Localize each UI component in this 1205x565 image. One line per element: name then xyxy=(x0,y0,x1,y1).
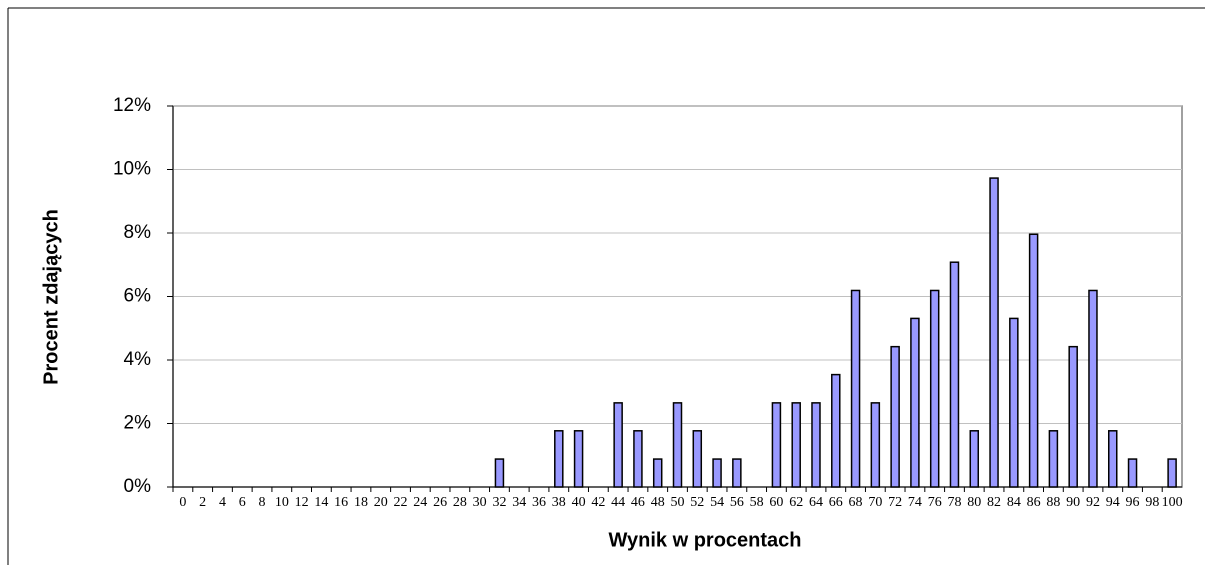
x-tick-label: 54 xyxy=(710,495,724,510)
bar xyxy=(573,430,584,488)
x-tick-label: 6 xyxy=(239,495,246,510)
x-tick-label: 0 xyxy=(179,495,186,510)
bar xyxy=(771,402,782,488)
x-tick-label: 40 xyxy=(572,495,586,510)
x-tick-label: 20 xyxy=(374,495,388,510)
bar xyxy=(692,430,703,488)
y-tick-label: 6% xyxy=(124,286,152,307)
x-tick-label: 76 xyxy=(928,495,942,510)
x-tick-label: 100 xyxy=(1162,495,1183,510)
x-tick-label: 12 xyxy=(295,495,309,510)
x-tick-label: 38 xyxy=(552,495,566,510)
x-tick-label: 26 xyxy=(433,495,447,510)
bar xyxy=(732,458,742,488)
bar xyxy=(633,430,643,488)
bar xyxy=(1009,317,1019,488)
bar xyxy=(1028,233,1039,488)
x-tick-label: 90 xyxy=(1066,495,1080,510)
bar xyxy=(870,402,881,488)
bar xyxy=(554,430,564,488)
x-tick-label: 88 xyxy=(1046,495,1060,510)
y-tick-label: 2% xyxy=(124,413,152,434)
bar xyxy=(890,345,900,488)
x-tick-label: 94 xyxy=(1106,495,1120,510)
x-tick-label: 14 xyxy=(314,495,328,510)
bar xyxy=(989,177,999,488)
y-tick-label: 12% xyxy=(113,95,151,116)
x-tick-label: 42 xyxy=(591,495,605,510)
bar xyxy=(811,402,821,488)
x-tick-label: 50 xyxy=(671,495,685,510)
x-tick-label: 30 xyxy=(473,495,487,510)
bar xyxy=(652,458,663,488)
bar xyxy=(1048,430,1059,488)
x-tick-label: 98 xyxy=(1145,495,1159,510)
x-tick-label: 82 xyxy=(987,495,1001,510)
x-tick-label: 46 xyxy=(631,495,645,510)
x-tick-label: 86 xyxy=(1027,495,1041,510)
x-tick-label: 2 xyxy=(199,495,206,510)
bar xyxy=(929,289,940,488)
x-tick-label: 84 xyxy=(1007,495,1021,510)
bar xyxy=(1088,289,1098,488)
x-tick-label: 36 xyxy=(532,495,546,510)
x-tick-label: 52 xyxy=(690,495,704,510)
bar xyxy=(1068,345,1078,488)
x-tick-label: 48 xyxy=(651,495,665,510)
x-tick-label: 10 xyxy=(275,495,289,510)
bar xyxy=(850,289,861,488)
x-tick-label: 32 xyxy=(492,495,506,510)
x-tick-label: 16 xyxy=(334,495,348,510)
y-tick-label: 4% xyxy=(124,349,152,370)
x-axis-label: Wynik w procentach xyxy=(608,529,801,551)
bar xyxy=(494,458,505,488)
bar xyxy=(949,261,960,488)
bar xyxy=(1108,430,1118,488)
x-tick-label: 60 xyxy=(769,495,783,510)
bar xyxy=(831,373,841,488)
x-tick-label: 74 xyxy=(908,495,922,510)
x-tick-label: 44 xyxy=(611,495,625,510)
x-tick-label: 78 xyxy=(947,495,961,510)
x-tick-label: 56 xyxy=(730,495,744,510)
bar xyxy=(672,402,683,488)
x-tick-label: 64 xyxy=(809,495,823,510)
y-axis-label: Procent zdających xyxy=(40,209,62,385)
x-tick-label: 70 xyxy=(868,495,882,510)
y-tick-label: 10% xyxy=(113,159,151,180)
x-tick-label: 92 xyxy=(1086,495,1100,510)
bar xyxy=(910,317,920,488)
x-tick-label: 96 xyxy=(1126,495,1140,510)
bar xyxy=(613,402,623,488)
bar xyxy=(791,402,801,488)
x-tick-label: 4 xyxy=(219,495,226,510)
x-tick-label: 22 xyxy=(394,495,408,510)
x-tick-label: 80 xyxy=(967,495,981,510)
x-tick-label: 68 xyxy=(849,495,863,510)
bar xyxy=(969,430,980,488)
x-tick-label: 24 xyxy=(413,495,427,510)
x-tick-label: 72 xyxy=(888,495,902,510)
y-tick-label: 8% xyxy=(124,222,152,243)
bar xyxy=(1127,458,1138,488)
x-tick-label: 8 xyxy=(259,495,266,510)
x-tick-label: 66 xyxy=(829,495,843,510)
x-tick-label: 28 xyxy=(453,495,467,510)
x-tick-label: 58 xyxy=(750,495,764,510)
bar xyxy=(712,458,722,488)
x-tick-label: 62 xyxy=(789,495,803,510)
x-tick-label: 34 xyxy=(512,495,526,510)
bar xyxy=(1167,458,1177,488)
y-tick-label: 0% xyxy=(124,476,152,497)
x-tick-label: 18 xyxy=(354,495,368,510)
